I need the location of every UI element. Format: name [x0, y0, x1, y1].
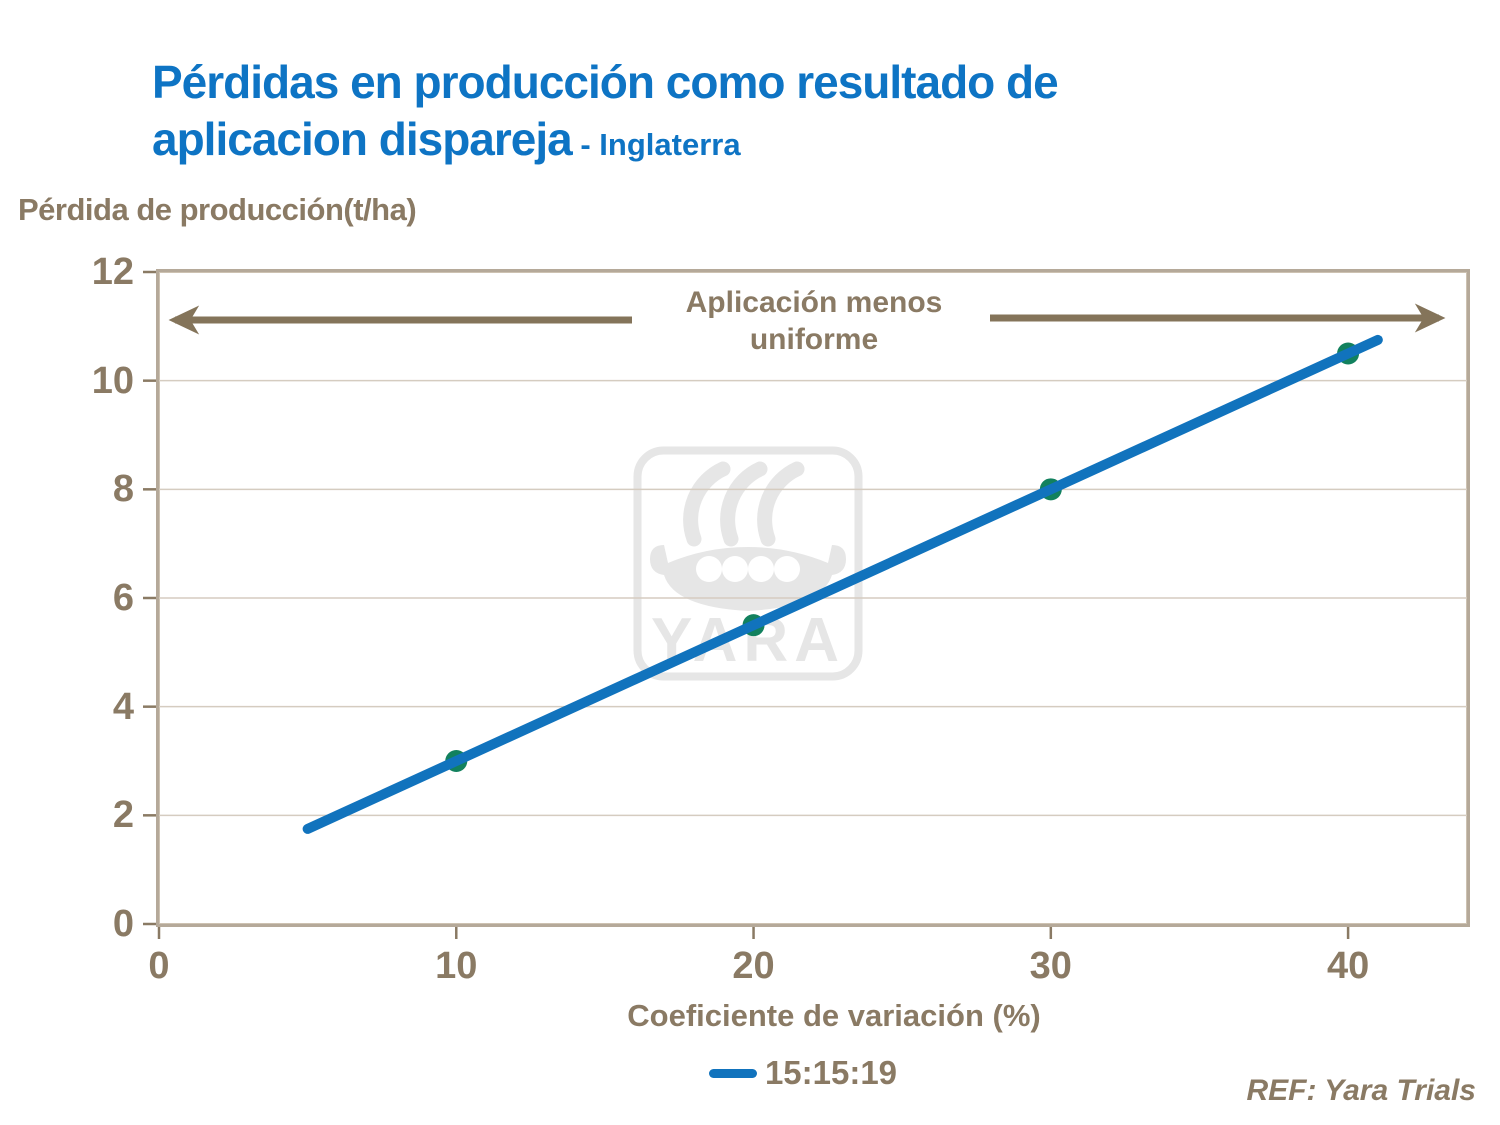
x-tick-label: 40 [1326, 945, 1370, 987]
chart-title: Pérdidas en producción como resultado de… [152, 54, 1059, 173]
y-tick-label: 4 [112, 685, 134, 728]
annotation-line1: Aplicación menos [685, 286, 943, 319]
y-tick-label: 12 [91, 251, 134, 293]
legend-series-label: 15:15:19 [764, 1054, 898, 1091]
y-tick-label: 2 [112, 794, 134, 837]
annotation-label: Aplicación menos uniforme [628, 284, 1000, 358]
watermark-text: YARA [651, 606, 845, 675]
chart-title-line1: Pérdidas en producción como resultado de [152, 56, 1059, 108]
x-tick-label: 0 [148, 945, 170, 987]
y-axis-tick-labels: 0 2 4 6 8 10 12 [0, 0, 134, 1125]
chart-title-suffix: - Inglaterra [571, 127, 741, 162]
plot-area: YARA [143, 269, 1470, 939]
series-line [302, 334, 1383, 834]
x-tick-label: 10 [435, 945, 478, 987]
watermark-frame [633, 446, 863, 681]
y-tick-label: 8 [112, 468, 134, 511]
x-axis-tick-labels: 0 10 20 30 40 [148, 945, 1467, 990]
y-tick-label: 10 [91, 359, 134, 402]
x-tick-label: 20 [732, 945, 775, 987]
y-tick-label: 0 [112, 903, 134, 945]
viking-ship-shields [696, 556, 800, 582]
series-line-segment [302, 334, 1383, 834]
x-axis-title: Coeficiente de variación (%) [627, 998, 1041, 1033]
reference-text: REF: Yara Trials [1246, 1074, 1476, 1107]
axis-tick-marks [143, 270, 1350, 939]
y-axis-title: Pérdida de producción(t/ha) [18, 192, 417, 227]
yara-logo-watermark: YARA [633, 446, 863, 681]
x-tick-label: 30 [1029, 945, 1072, 987]
chart-title-line2: aplicacion dispareja - Inglaterra [152, 113, 741, 165]
annotation-arrows [168, 303, 1446, 335]
legend-line-swatch [708, 1068, 757, 1078]
viking-ship-icon [683, 461, 805, 547]
y-tick-label: 6 [112, 577, 134, 619]
legend: 15:15:19 [149, 1054, 1457, 1092]
annotation-line2: uniforme [749, 323, 879, 356]
